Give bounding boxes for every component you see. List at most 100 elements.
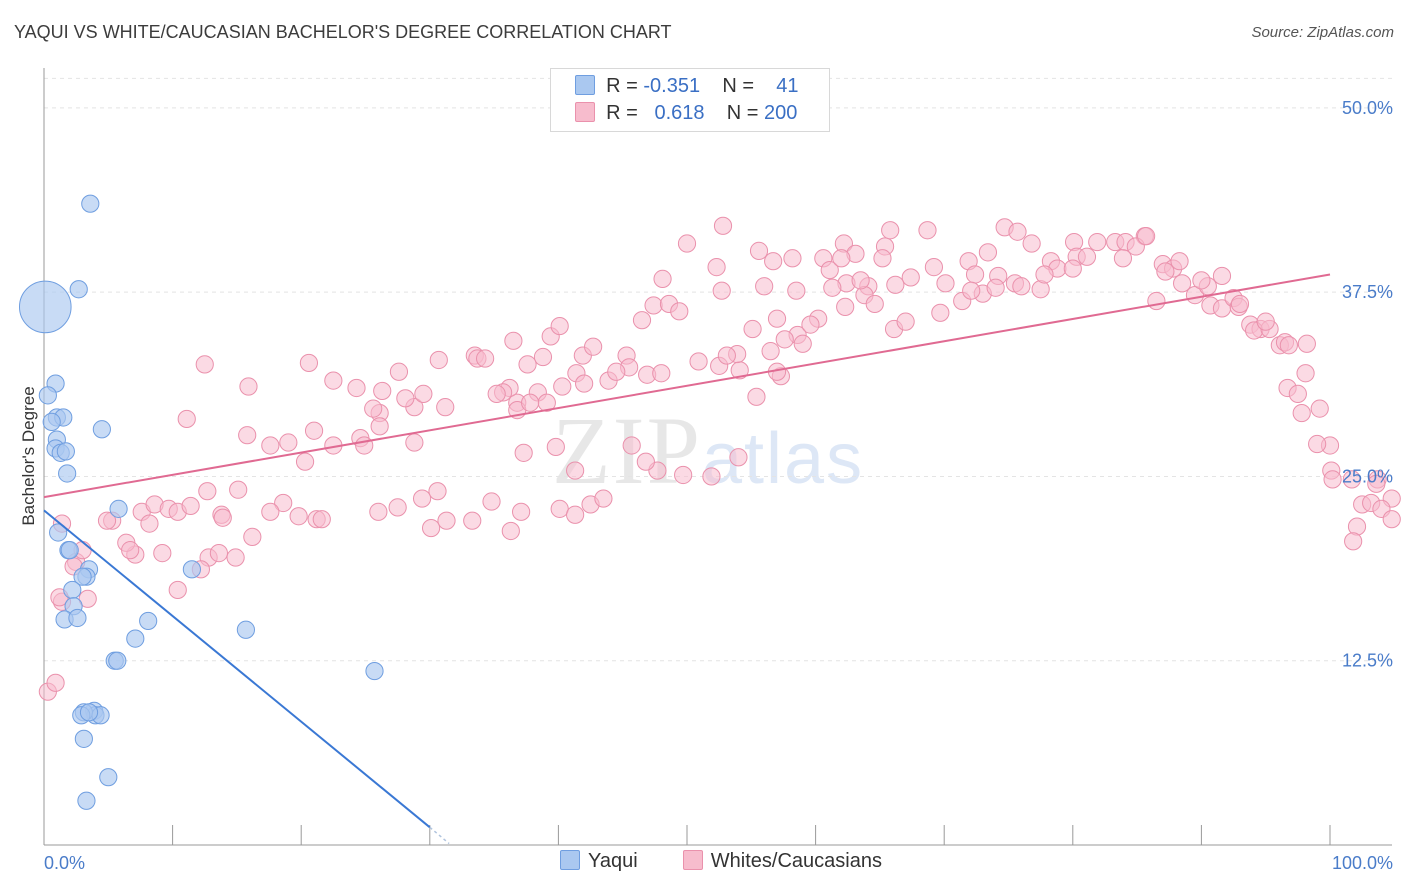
white-point	[632, 311, 652, 330]
white-point	[428, 482, 447, 501]
white-point	[653, 269, 672, 288]
white-point	[463, 511, 482, 530]
white-point	[622, 436, 641, 455]
white-point	[355, 436, 374, 455]
legend-white-r-label: R =	[606, 102, 644, 124]
bottom-white-swatch	[682, 850, 703, 870]
yaqui-point	[365, 661, 384, 681]
white-point	[584, 337, 603, 356]
white-point	[546, 437, 565, 457]
white-point	[1077, 247, 1097, 266]
white-point	[713, 216, 733, 235]
yaqui-trend-line	[43, 509, 431, 829]
white-point	[261, 436, 280, 455]
white-point	[1170, 252, 1189, 271]
white-point	[566, 505, 585, 524]
white-point	[289, 507, 308, 526]
white-point	[274, 493, 293, 513]
bottom-yaqui-swatch	[560, 850, 580, 870]
white-point	[168, 580, 187, 600]
yaqui-point	[58, 464, 77, 483]
white-point	[636, 452, 655, 471]
white-point	[412, 489, 432, 508]
white-point	[521, 393, 540, 412]
white-point	[566, 461, 585, 480]
yaqui-point	[108, 651, 127, 670]
white-point	[747, 387, 766, 406]
legend-white-n-label: N =	[726, 102, 765, 124]
white-point	[801, 315, 820, 334]
white-point	[389, 362, 409, 381]
watermark: ZIPatlas	[552, 395, 864, 506]
white-point	[501, 521, 520, 541]
white-point	[312, 510, 331, 529]
yaqui-point	[99, 768, 118, 787]
white-point	[347, 378, 366, 398]
white-point	[881, 221, 900, 240]
white-point	[518, 355, 537, 374]
white-point	[295, 452, 315, 471]
white-point	[761, 342, 780, 361]
yaqui-point	[74, 729, 93, 748]
white-point	[239, 377, 258, 396]
yaqui-point	[38, 386, 57, 405]
white-point	[978, 243, 998, 262]
legend-yaqui-r: -0.351	[643, 75, 701, 97]
white-point	[243, 527, 262, 546]
white-point	[121, 541, 140, 560]
legend-white-r: 0.618	[654, 102, 705, 124]
bottom-legend-yaqui: Yaqui	[588, 850, 638, 872]
white-point	[677, 234, 697, 253]
white-point	[1296, 364, 1315, 383]
white-point	[1288, 384, 1307, 403]
white-point	[1022, 234, 1041, 253]
x-tick-label: 100.0%	[1332, 853, 1393, 873]
white-point	[962, 281, 981, 300]
white-point	[965, 265, 985, 284]
white-point	[153, 544, 172, 563]
white-point	[1230, 294, 1250, 314]
legend-white-n: 200	[764, 102, 798, 124]
yaqui-point	[49, 523, 68, 542]
y-tick-label: 50.0%	[1342, 98, 1393, 118]
white-point	[364, 399, 383, 418]
white-point	[918, 221, 937, 240]
white-point	[396, 389, 415, 408]
white-point	[324, 371, 343, 390]
yaqui-point	[139, 611, 158, 631]
yaqui-point	[92, 420, 111, 439]
white-point	[644, 296, 663, 315]
white-point	[78, 589, 97, 608]
yaqui-trend-extension	[429, 826, 450, 845]
white-point	[238, 426, 257, 445]
white-point	[775, 330, 794, 349]
white-point	[97, 511, 117, 530]
yaqui-point	[63, 580, 82, 600]
white-point	[533, 347, 553, 367]
white-point	[924, 258, 944, 277]
white-point	[1137, 227, 1156, 246]
white-point	[702, 467, 721, 486]
white-point	[1323, 470, 1342, 489]
white-point	[836, 297, 855, 317]
yaqui-point	[81, 194, 100, 213]
white-point	[1279, 336, 1298, 355]
white-point	[421, 518, 441, 538]
legend: R = -0.351 N = 41 R = 0.618 N = 200	[550, 68, 830, 132]
white-point	[181, 496, 200, 516]
white-point	[575, 374, 594, 393]
white-point	[764, 252, 783, 271]
yaqui-point	[182, 560, 201, 579]
white-point	[896, 312, 915, 331]
yaqui-point	[126, 629, 145, 648]
yaqui-point	[56, 442, 75, 461]
white-point	[931, 303, 950, 322]
white-point	[437, 511, 456, 530]
white-point	[886, 275, 905, 294]
yaqui-point	[109, 499, 128, 518]
white-point	[436, 398, 455, 417]
legend-yaqui-r-label: R =	[606, 75, 644, 97]
white-point	[986, 278, 1005, 297]
white-point	[226, 548, 245, 567]
yaqui-point	[236, 620, 256, 639]
